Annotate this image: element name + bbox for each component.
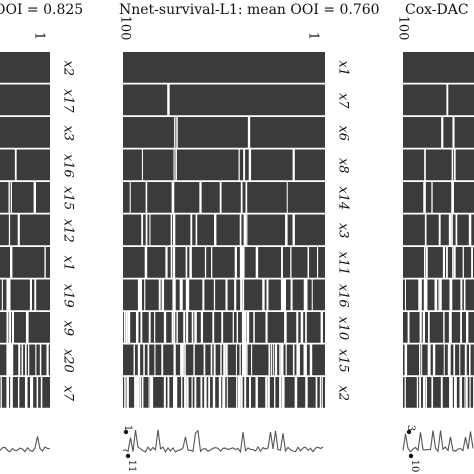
matrix-row-2 [0,84,50,116]
trace-label-end: 10 [409,460,420,473]
matrix-row-9 [403,312,474,344]
x-tick-label: 100 [396,16,411,41]
variable-label-x15: x15 [61,186,76,210]
matrix-row-6 [403,214,474,246]
variable-label-x16: x16 [61,154,76,178]
trace-label-end: 11 [126,460,137,473]
bottom-trace [122,429,324,454]
variable-label-x16: x16 [336,284,351,308]
matrix-row-1 [403,52,474,84]
matrix-row-4 [0,149,50,181]
trace-marker [125,453,131,459]
panel-right: 100 3 10 [396,16,474,473]
trace-label-start: 3 [405,425,416,431]
matrix-row-3 [123,117,325,149]
x-tick-label: 1 [306,32,321,40]
panel-right-title: Cox-DAC [405,2,469,18]
variable-label-x1: x1 [61,255,76,271]
matrix-row-5 [403,182,474,214]
variable-label-x9: x9 [61,320,76,336]
variable-label-x11: x11 [336,251,351,275]
variable-label-x20: x20 [61,349,76,373]
matrix-row-1 [123,52,325,84]
variable-label-x19: x19 [61,284,76,308]
variable-label-x10: x10 [336,316,351,340]
matrix-row-4 [123,149,325,181]
matrix-row-7 [0,247,50,279]
variable-label-x3: x3 [336,223,351,239]
variable-label-x17: x17 [61,89,76,114]
matrix-row-11 [403,377,474,409]
x-tick-label: 1 [32,32,47,40]
matrix-row-8 [123,279,325,311]
panel-left-title: OOI = 0.825 [0,2,83,18]
bottom-trace [0,436,51,453]
variable-label-x14: x14 [336,186,351,210]
trace-marker [406,429,412,435]
matrix-row-7 [403,247,474,279]
variable-label-x1: x1 [336,60,351,76]
matrix-row-9 [123,312,325,344]
variable-label-x7: x7 [336,93,351,109]
trace-label-start: 1 [122,425,133,431]
variable-label-x2: x2 [336,385,351,401]
bottom-trace [402,430,474,453]
variable-label-x3: x3 [61,125,76,141]
matrix-row-6 [0,214,50,246]
matrix-row-1 [0,52,50,84]
variable-label-x2: x2 [61,60,76,76]
x-tick-label: 100 [118,16,133,41]
matrix-row-3 [0,117,50,149]
matrix-row-10 [403,344,474,376]
matrix-row-5 [0,182,50,214]
matrix-row-4 [403,149,474,181]
trace-marker [123,429,129,435]
variable-label-x15: x15 [336,349,351,373]
matrix-row-2 [123,84,325,116]
matrix-row-3 [403,117,474,149]
matrix-row-6 [123,214,325,246]
variable-label-x7: x7 [61,385,76,401]
variable-label-x8: x8 [336,158,351,174]
trace-marker [408,453,414,459]
matrix-row-5 [123,182,325,214]
matrix-row-2 [403,84,474,116]
variable-label-x12: x12 [61,219,76,243]
panel-left: x2 x17 x3 x16 x15 x12 x1 x19 x9 x20 x7 1 [0,32,76,453]
matrix-row-7 [123,247,325,279]
variable-label-x6: x6 [336,125,351,141]
panel-middle-title: Nnet-survival-L1: mean OOI = 0.760 [119,2,380,18]
